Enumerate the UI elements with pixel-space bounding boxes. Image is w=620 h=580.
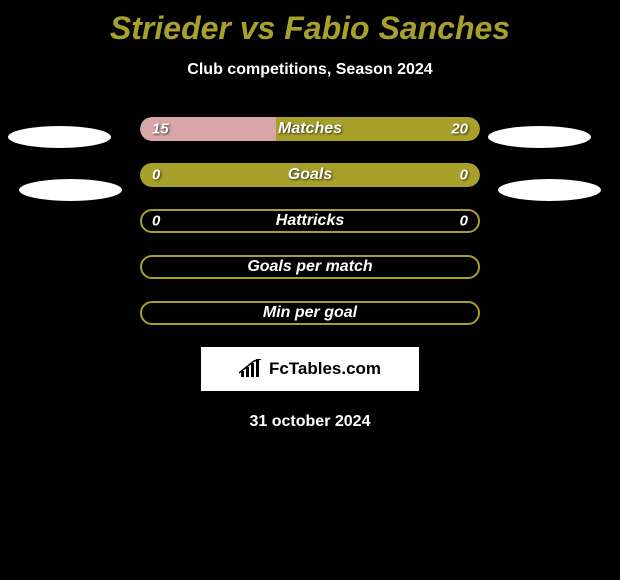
bar-track: Goals per match bbox=[140, 255, 480, 279]
bar-track: Goals 0 0 bbox=[140, 163, 480, 187]
stat-bar-goals-per-match: Goals per match bbox=[0, 255, 620, 279]
player-ellipse-2 bbox=[488, 126, 591, 148]
player-ellipse-1 bbox=[19, 179, 122, 201]
bar-label: Goals per match bbox=[247, 258, 372, 276]
bar-label: Hattricks bbox=[276, 212, 344, 230]
player-ellipse-0 bbox=[8, 126, 111, 148]
date-label: 31 october 2024 bbox=[250, 413, 371, 431]
logo-text: FcTables.com bbox=[269, 359, 381, 379]
bar-label: Goals bbox=[288, 166, 332, 184]
bars-section: Matches 15 20 Goals 0 0 Hattricks 0 0 Goals per m… bbox=[0, 117, 620, 325]
chart-icon bbox=[239, 359, 263, 379]
bar-track: Hattricks 0 0 bbox=[140, 209, 480, 233]
comparison-card: Strieder vs Fabio Sanches Club competiti… bbox=[0, 0, 620, 431]
bar-value-left: 15 bbox=[152, 121, 169, 138]
bar-track: Min per goal bbox=[140, 301, 480, 325]
page-title: Strieder vs Fabio Sanches bbox=[110, 10, 510, 47]
subtitle: Club competitions, Season 2024 bbox=[187, 61, 432, 79]
bar-label: Min per goal bbox=[263, 304, 357, 322]
bar-value-left: 0 bbox=[152, 167, 160, 184]
bar-label: Matches bbox=[278, 120, 342, 138]
bar-value-right: 0 bbox=[460, 167, 468, 184]
bar-value-right: 0 bbox=[460, 213, 468, 230]
bar-value-left: 0 bbox=[152, 213, 160, 230]
stat-bar-min-per-goal: Min per goal bbox=[0, 301, 620, 325]
bar-value-right: 20 bbox=[451, 121, 468, 138]
bar-track: Matches 15 20 bbox=[140, 117, 480, 141]
logo-box[interactable]: FcTables.com bbox=[201, 347, 419, 391]
player-ellipse-3 bbox=[498, 179, 601, 201]
stat-bar-hattricks: Hattricks 0 0 bbox=[0, 209, 620, 233]
